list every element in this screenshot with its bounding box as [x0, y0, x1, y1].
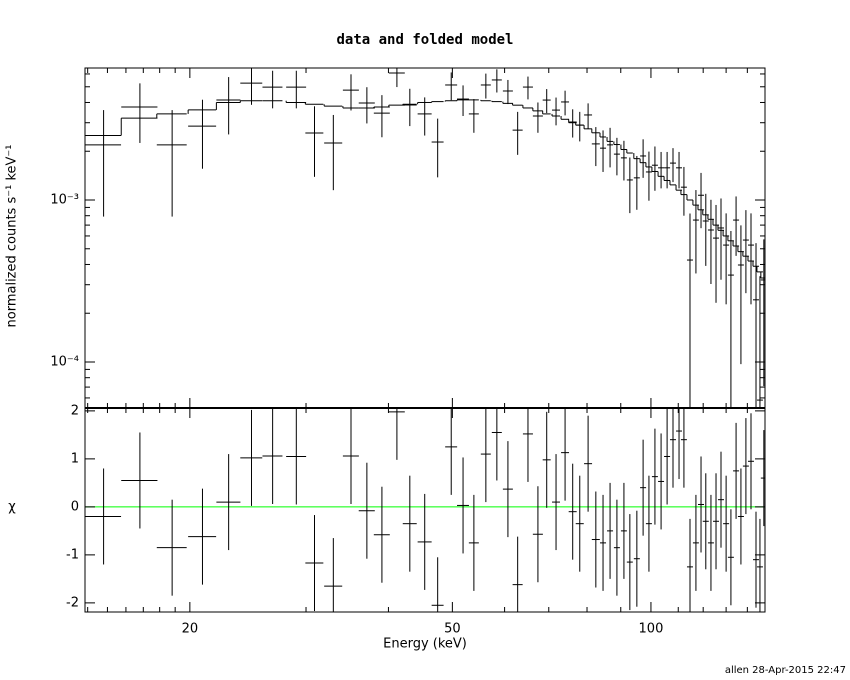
x-tick-label: 100 [639, 622, 664, 637]
chart-title: data and folded model [336, 32, 513, 48]
x-tick-label: 50 [444, 622, 461, 637]
y-axis-label: normalized counts s⁻¹ keV⁻¹ [5, 145, 20, 328]
x-axis-label: Energy (keV) [383, 637, 467, 652]
footer: allen 28-Apr-2015 22:47 [725, 665, 846, 676]
plot-area [85, 408, 765, 612]
y-tick-label: 2 [71, 403, 79, 418]
plot-area [85, 68, 765, 408]
y-axis-label: χ [8, 500, 16, 515]
y-tick-label: 1 [71, 451, 79, 466]
y-tick-label: -1 [66, 547, 79, 562]
y-tick-label: -2 [66, 595, 79, 610]
x-tick-label: 20 [182, 622, 199, 637]
y-tick-label: 0 [71, 499, 79, 514]
y-tick-label: 10⁻³ [50, 193, 79, 208]
y-tick-label: 10⁻⁴ [50, 354, 79, 369]
